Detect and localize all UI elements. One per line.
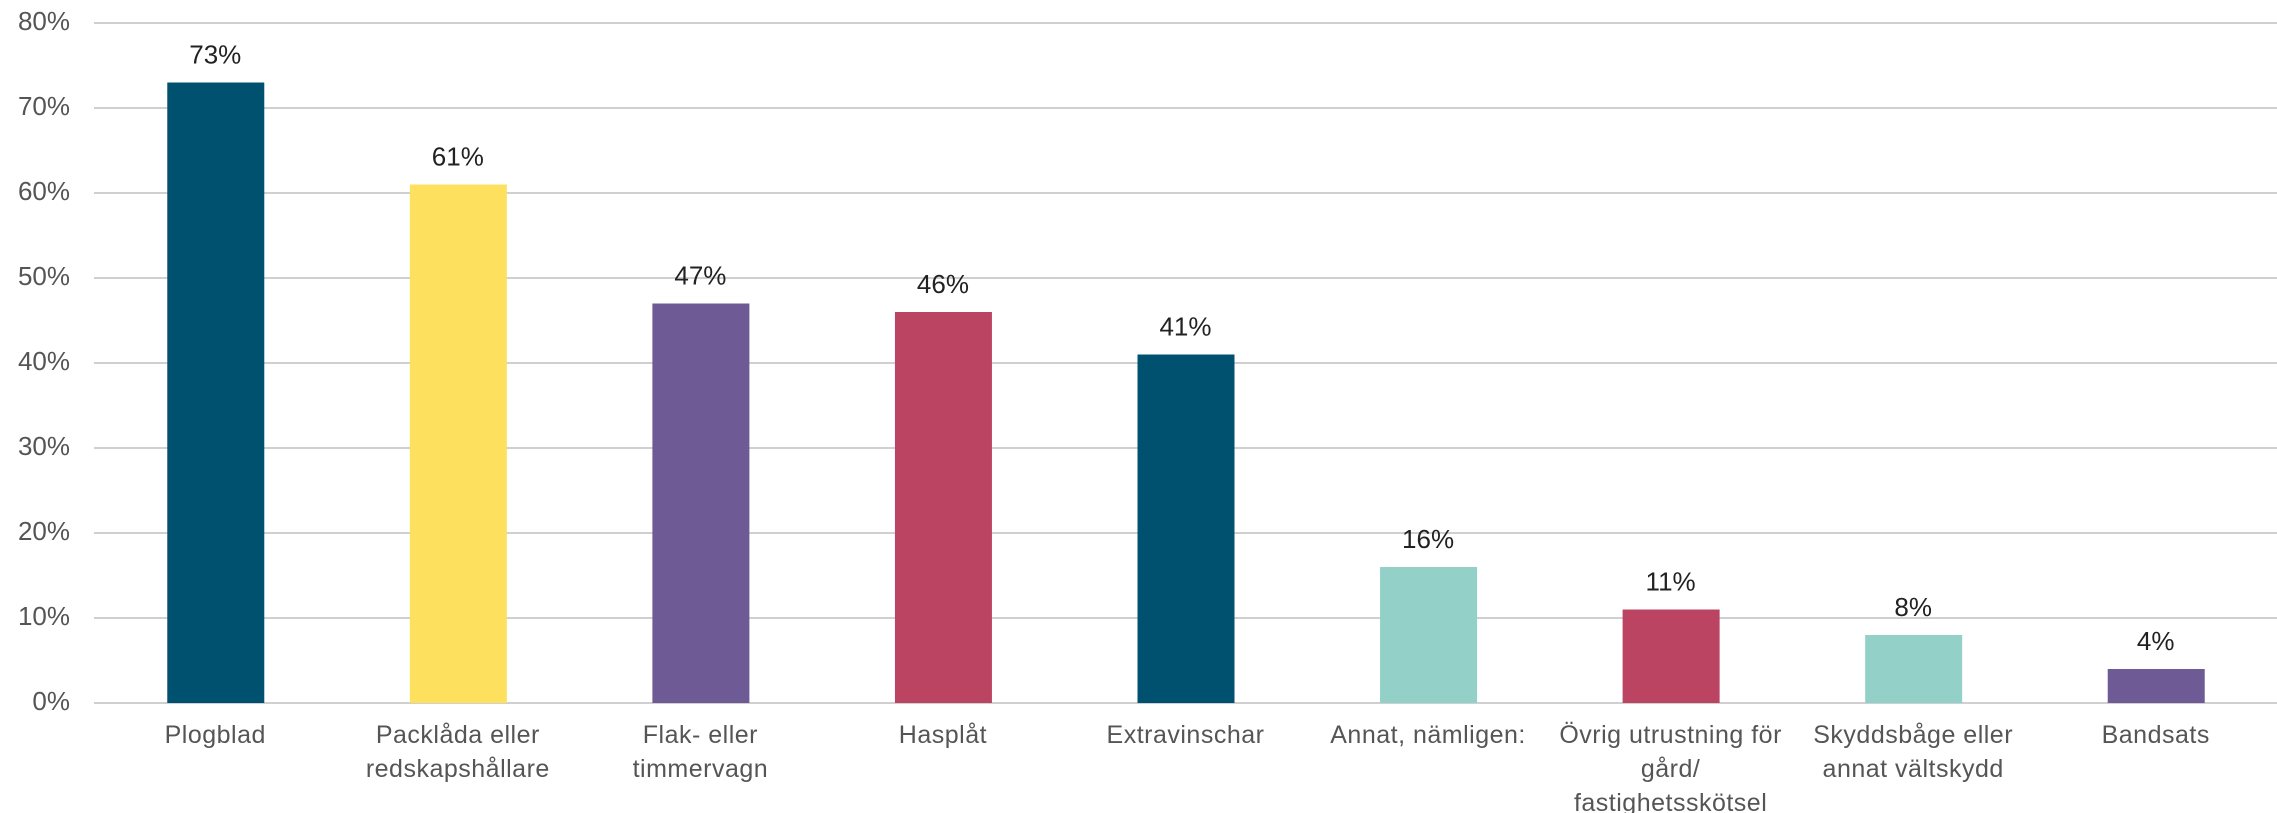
bar: [1137, 354, 1235, 703]
value-label: 46%: [917, 269, 969, 299]
x-tick-label: Extravinschar: [1106, 721, 1265, 749]
x-tick-label: Flak- eller timmervagn: [632, 721, 769, 783]
y-tick-label: 50%: [18, 261, 70, 291]
x-tick-label: Hasplåt: [898, 721, 988, 749]
value-label: 73%: [189, 39, 241, 69]
bar: [652, 303, 750, 703]
x-tick-label: Plogblad: [164, 721, 266, 749]
value-label: 11%: [1646, 566, 1696, 596]
y-tick-label: 70%: [18, 91, 70, 121]
y-tick-label: 40%: [18, 346, 70, 376]
bar: [167, 82, 265, 703]
bar: [1380, 567, 1478, 703]
x-tick-label: Packlåda eller redskapshållare: [365, 721, 550, 783]
bar: [2107, 669, 2205, 703]
bar: [1865, 635, 1963, 703]
y-tick-label: 20%: [18, 516, 70, 546]
x-tick-label: Annat, nämligen:: [1330, 721, 1526, 749]
x-tick-label: Skyddsbåge eller annat vältskydd: [1813, 721, 2014, 783]
y-tick-label: 60%: [18, 176, 70, 206]
value-label: 61%: [432, 141, 484, 171]
y-tick-label: 30%: [18, 431, 70, 461]
bar: [409, 184, 507, 703]
y-tick-label: 0%: [32, 686, 70, 716]
value-label: 16%: [1402, 524, 1454, 554]
value-label: 8%: [1894, 592, 1932, 622]
y-tick-label: 80%: [18, 6, 70, 36]
x-tick-label: Övrig utrustning för gård/ fastighetsskö…: [1559, 721, 1782, 813]
bar: [1622, 609, 1720, 703]
value-label: 4%: [2137, 626, 2175, 656]
y-tick-label: 10%: [18, 601, 70, 631]
bar: [894, 312, 992, 703]
x-tick-label: Bandsats: [2101, 721, 2210, 749]
value-label: 41%: [1159, 311, 1211, 341]
value-label: 47%: [674, 260, 726, 290]
